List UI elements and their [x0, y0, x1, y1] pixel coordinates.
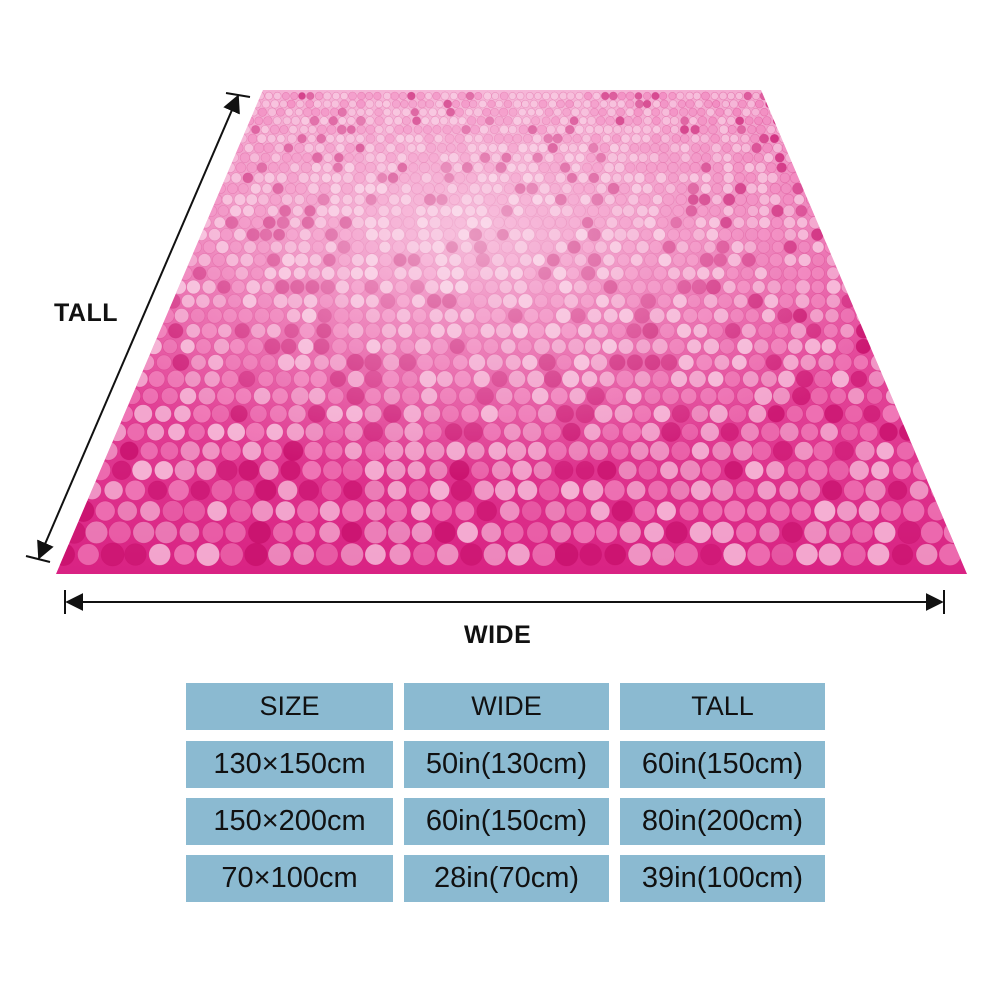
size-cell: 130×150cm [186, 741, 393, 788]
tall-cell: 80in(200cm) [620, 798, 825, 845]
wide-cell: 50in(130cm) [404, 741, 609, 788]
size-cell: 150×200cm [186, 798, 393, 845]
table-row: 70×100cm 28in(70cm) 39in(100cm) [186, 855, 826, 902]
table-header-row: SIZE WIDE TALL [186, 683, 826, 730]
tall-label: TALL [54, 299, 119, 327]
tall-cell: 60in(150cm) [620, 741, 825, 788]
size-table: SIZE WIDE TALL 130×150cm 50in(130cm) 60i… [186, 683, 826, 912]
wide-cell: 28in(70cm) [404, 855, 609, 902]
header-wide: WIDE [404, 683, 609, 730]
table-row: 130×150cm 50in(130cm) 60in(150cm) [186, 741, 826, 788]
tall-dimension-arrow [25, 92, 251, 563]
header-tall: TALL [620, 683, 825, 730]
tall-cell: 39in(100cm) [620, 855, 825, 902]
size-cell: 70×100cm [186, 855, 393, 902]
wide-label: WIDE [464, 621, 532, 649]
wide-cell: 60in(150cm) [404, 798, 609, 845]
header-size: SIZE [186, 683, 393, 730]
wide-dimension-arrow [64, 590, 945, 614]
sequin-rug [56, 90, 967, 574]
rug-illustration [25, 90, 967, 614]
table-row: 150×200cm 60in(150cm) 80in(200cm) [186, 798, 826, 845]
